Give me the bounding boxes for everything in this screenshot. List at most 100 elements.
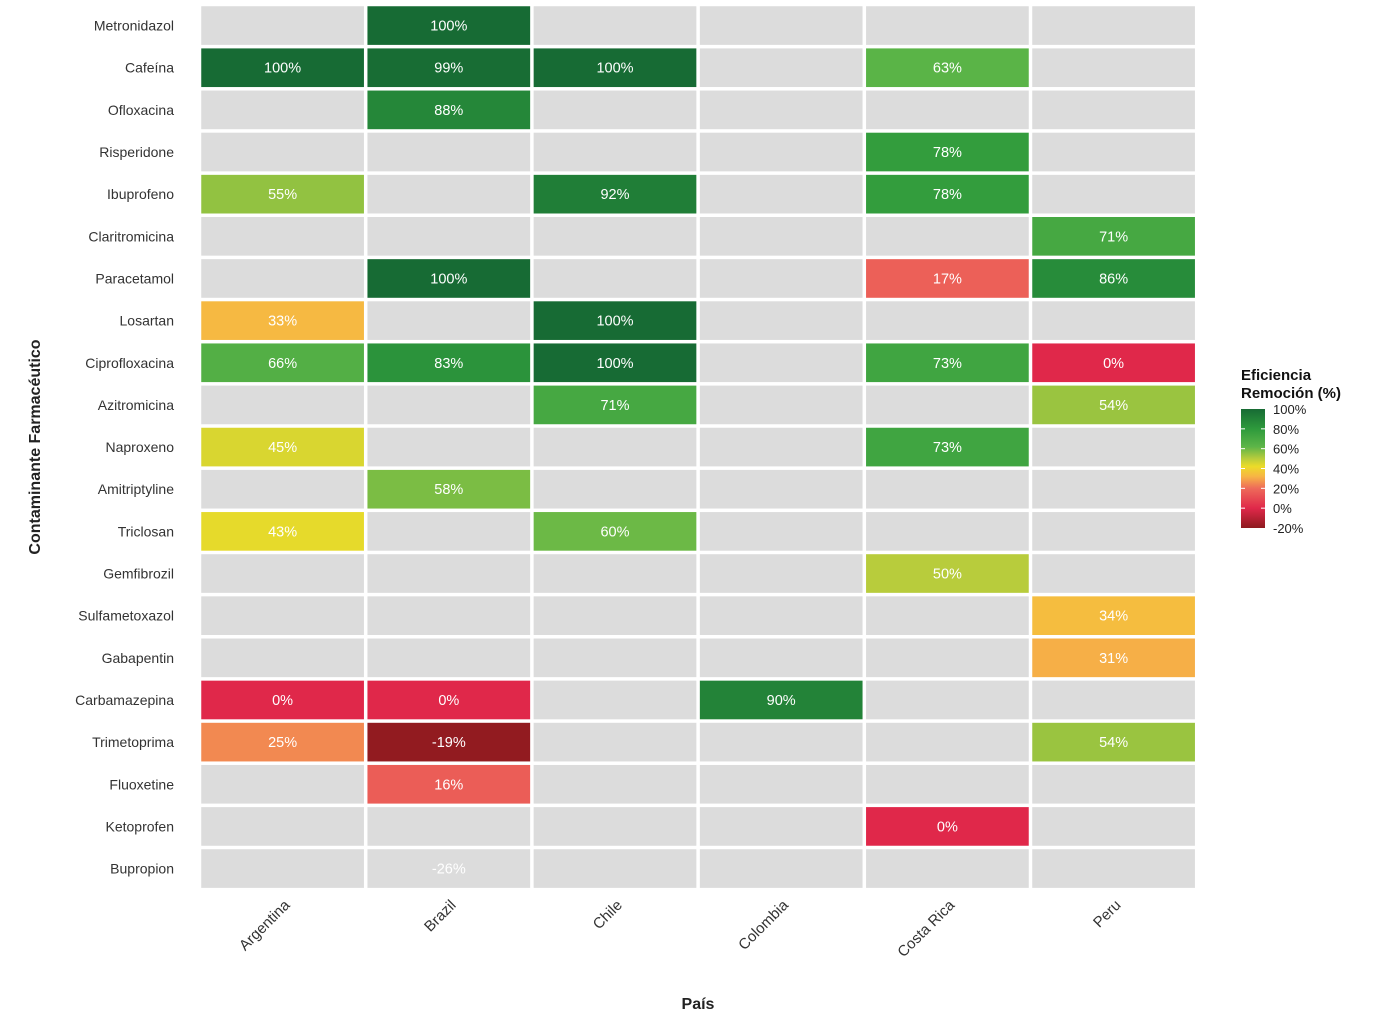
- heatmap-cell: [866, 259, 1029, 298]
- heatmap-cell: [201, 132, 364, 172]
- y-tick-label: Losartan: [120, 313, 174, 329]
- heatmap-cell: [699, 807, 863, 846]
- heatmap-cell: [1032, 807, 1195, 846]
- y-tick-label: Ciprofloxacina: [85, 355, 174, 371]
- cell-value-label: 83%: [434, 356, 463, 372]
- heatmap-cell: [201, 764, 364, 804]
- cell-value-label: 33%: [268, 314, 297, 330]
- heatmap-cell: [367, 596, 531, 635]
- heatmap-cell: [1032, 90, 1195, 130]
- heatmap-cell: [367, 6, 531, 45]
- heatmap-cell: [699, 343, 863, 383]
- heatmap-cell: [1032, 849, 1195, 888]
- heatmap-cell: [367, 301, 531, 340]
- y-tick-label: Azitromicina: [98, 397, 174, 413]
- legend-tick-label: 60%: [1273, 442, 1299, 457]
- heatmap-cell: [1032, 638, 1195, 678]
- heatmap-cell: [533, 385, 697, 425]
- heatmap-cell: [866, 217, 1029, 256]
- y-tick-label: Gabapentin: [102, 650, 174, 666]
- heatmap-cell: [1032, 343, 1195, 383]
- heatmap-cell: [367, 680, 531, 720]
- heatmap-cell: [866, 343, 1029, 383]
- heatmap-cell: [533, 680, 697, 720]
- heatmap-cell: [533, 554, 697, 593]
- heatmap-cell: [533, 512, 697, 551]
- heatmap-cell: [367, 217, 531, 256]
- y-tick-label: Metronidazol: [94, 18, 174, 34]
- y-tick-label: Gemfibrozil: [103, 566, 174, 582]
- y-tick-labels: Metronidazol Cafeína Ofloxacina Risperidone…: [75, 18, 174, 877]
- y-tick-label: Ibuprofeno: [107, 186, 174, 202]
- y-tick-label: Ofloxacina: [108, 102, 174, 118]
- heatmap-cell: [699, 217, 863, 256]
- cell-value-label: -19%: [432, 735, 466, 751]
- heatmap-cell: [866, 132, 1029, 172]
- y-tick-label: Claritromicina: [88, 228, 174, 244]
- heatmap-cell: [367, 849, 531, 888]
- heatmap-cell: [367, 554, 531, 593]
- y-tick-label: Naproxeno: [106, 439, 175, 455]
- cell-value-label: 58%: [434, 482, 463, 498]
- heatmap-cell: [367, 385, 531, 425]
- legend-tick-label: 20%: [1273, 481, 1299, 496]
- cell-value-label: 71%: [1099, 229, 1128, 245]
- heatmap-cell: [1032, 512, 1195, 551]
- heatmap-cell: [201, 512, 364, 551]
- y-tick-label: Ketoprofen: [106, 818, 175, 834]
- y-tick-label: Risperidone: [99, 144, 174, 160]
- heatmap-cell: [1032, 764, 1195, 804]
- heatmap-cell: [201, 722, 364, 762]
- cell-value-label: 90%: [767, 693, 796, 709]
- heatmap-cell: [533, 427, 697, 467]
- heatmap-cell: [367, 90, 531, 130]
- heatmap-cell: [699, 259, 863, 298]
- legend-title-line2: Remoción (%): [1241, 385, 1341, 402]
- heatmap-cell: [201, 596, 364, 635]
- heatmap-cell: [866, 427, 1029, 467]
- cell-value-label: 0%: [1103, 356, 1124, 372]
- cell-value-label: 25%: [268, 735, 297, 751]
- heatmap-cell: [699, 132, 863, 172]
- heatmap-cell: [367, 174, 531, 214]
- heatmap-cell: [533, 807, 697, 846]
- heatmap-cell: [1032, 554, 1195, 593]
- heatmap-cell: [367, 638, 531, 678]
- y-tick-label: Carbamazepina: [75, 692, 174, 708]
- cell-value-label: 16%: [434, 777, 463, 793]
- heatmap-cell: [699, 680, 863, 720]
- heatmap-cell: [201, 680, 364, 720]
- heatmap-cell: [866, 301, 1029, 340]
- cell-value-label: 71%: [600, 398, 629, 414]
- heatmap-cell: [1032, 174, 1195, 214]
- cell-value-label: 100%: [596, 61, 633, 77]
- heatmap-cell: [367, 132, 531, 172]
- heatmap-cell: [866, 6, 1029, 45]
- y-tick-label: Sulfametoxazol: [78, 608, 174, 624]
- cell-value-label: 34%: [1099, 609, 1128, 625]
- heatmap-cell: [699, 849, 863, 888]
- cell-value-label: 73%: [933, 356, 962, 372]
- heatmap-cell: [699, 638, 863, 678]
- heatmap-cells: 100% 100% 99% 100% 63% 88% 78% 55% 92% 78% 71% 100%…: [201, 6, 1195, 888]
- cell-value-label: 88%: [434, 103, 463, 119]
- legend-title-line1: Eficiencia: [1241, 367, 1312, 384]
- heatmap-cell: [533, 343, 697, 383]
- cell-value-label: 100%: [264, 61, 301, 77]
- heatmap-cell: [1032, 6, 1195, 45]
- heatmap-cell: [866, 469, 1029, 509]
- heatmap-cell: [201, 427, 364, 467]
- heatmap-cell: [367, 807, 531, 846]
- x-tick-label: Costa Rica: [894, 896, 958, 960]
- cell-value-label: 100%: [596, 314, 633, 330]
- heatmap-cell: [866, 680, 1029, 720]
- heatmap-cell: [367, 259, 531, 298]
- heatmap-cell: [201, 6, 364, 45]
- heatmap-cell: [699, 722, 863, 762]
- heatmap-cell: [201, 301, 364, 340]
- heatmap-cell: [699, 427, 863, 467]
- heatmap-cell: [533, 722, 697, 762]
- heatmap-cell: [699, 48, 863, 88]
- x-tick-label: Chile: [590, 897, 626, 933]
